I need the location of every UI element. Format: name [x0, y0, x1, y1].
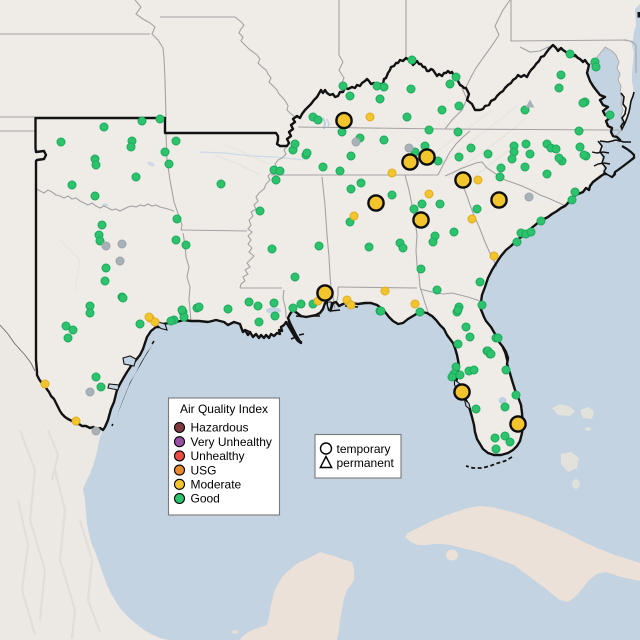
svg-text:Good: Good: [191, 492, 220, 506]
svg-text:Moderate: Moderate: [191, 478, 242, 492]
svg-text:Air Quality Index: Air Quality Index: [180, 402, 268, 416]
svg-text:Unhealthy: Unhealthy: [191, 449, 245, 463]
svg-text:Very Unhealthy: Very Unhealthy: [191, 435, 272, 449]
svg-text:permanent: permanent: [337, 456, 395, 470]
svg-text:USG: USG: [191, 463, 217, 477]
svg-text:Hazardous: Hazardous: [191, 421, 249, 435]
svg-text:temporary: temporary: [337, 442, 391, 456]
